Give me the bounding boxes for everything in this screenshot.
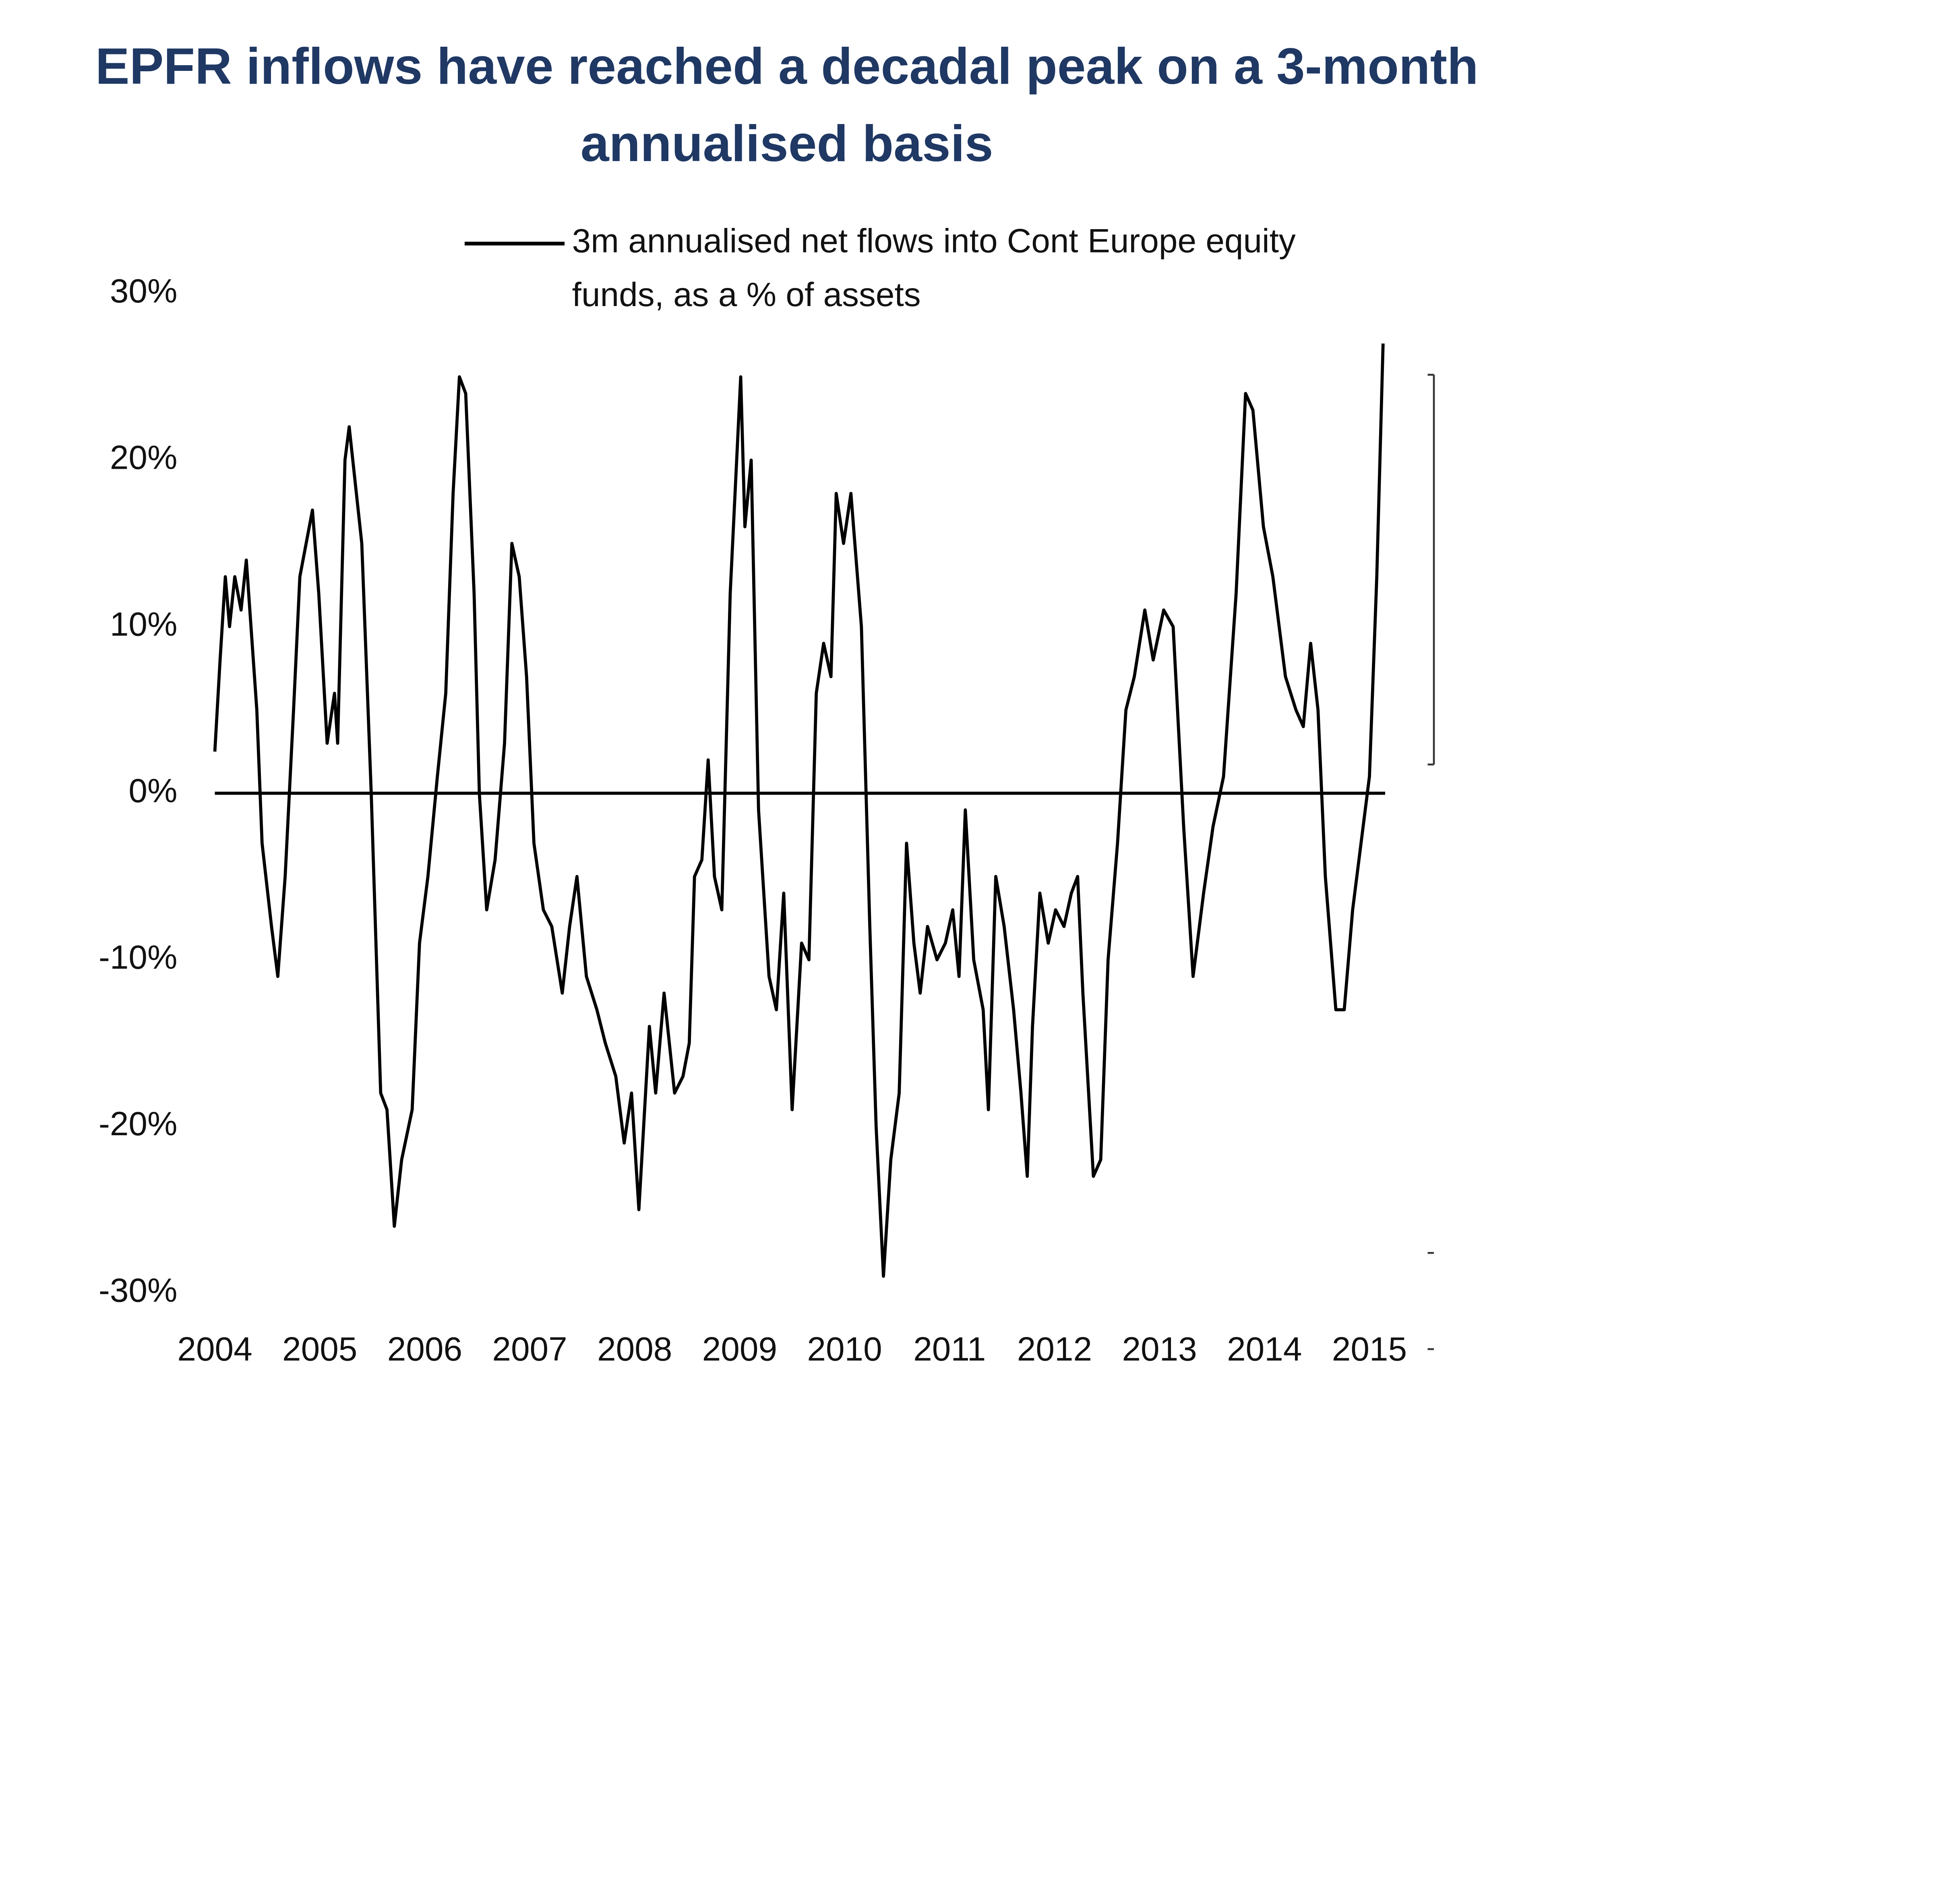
x-tick-label: 2013 <box>1122 1330 1197 1368</box>
x-tick-label: 2015 <box>1332 1330 1407 1368</box>
x-tick-label: 2012 <box>1017 1330 1092 1368</box>
x-tick-label: 2005 <box>282 1330 357 1368</box>
x-tick-label: 2014 <box>1227 1330 1302 1368</box>
chart-title: EPFR inflows have reached a decadal peak… <box>95 37 1479 173</box>
y-tick-label: -10% <box>99 938 178 976</box>
x-tick-label: 2004 <box>177 1330 252 1368</box>
x-tick-label: 2009 <box>702 1330 777 1368</box>
title-area: EPFR inflows have reached a decadal peak… <box>95 37 1479 173</box>
y-tick-label: -30% <box>99 1271 178 1309</box>
series-line <box>213 343 1385 1278</box>
x-tick-label: 2008 <box>597 1330 672 1368</box>
y-tick-label: 30% <box>110 272 178 310</box>
legend-area: 3m annualised net flows into Cont Europe… <box>572 222 1296 314</box>
x-tick-label: 2011 <box>913 1330 986 1368</box>
legend-label: 3m annualised net flows into Cont Europe… <box>572 222 1296 314</box>
x-tick-label: 2006 <box>387 1330 462 1368</box>
y-tick-label: 20% <box>110 439 178 476</box>
right-axis <box>1427 374 1435 1350</box>
x-tick-label: 2010 <box>807 1330 882 1368</box>
x-tick-label: 2007 <box>492 1330 567 1368</box>
y-tick-label: -20% <box>99 1105 178 1142</box>
y-tick-label: 10% <box>110 605 178 643</box>
y-tick-label: 0% <box>128 772 177 809</box>
